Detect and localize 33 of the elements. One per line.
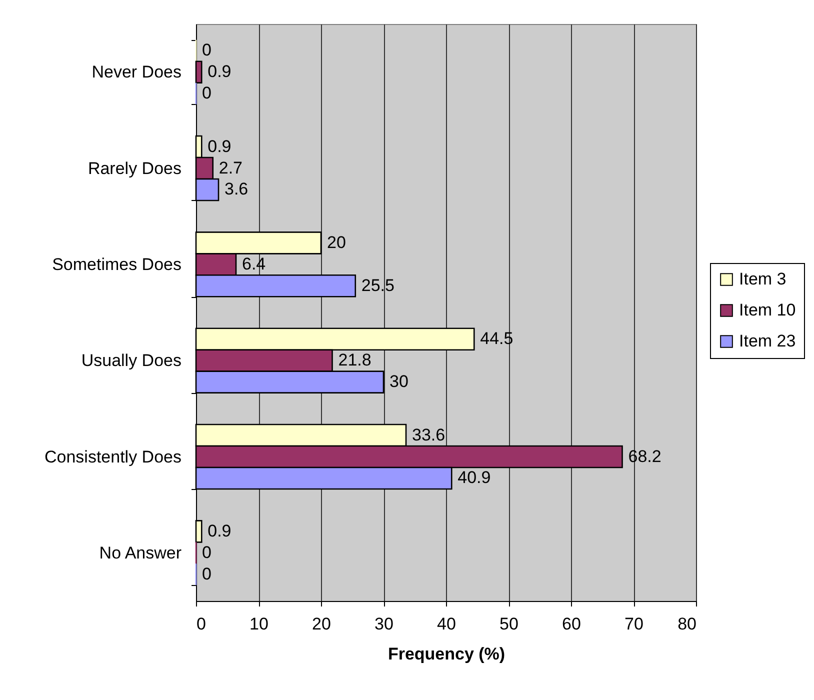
legend-label: Item 10 bbox=[739, 300, 796, 320]
y-tick-label: Never Does bbox=[92, 62, 182, 82]
x-tick-label: 50 bbox=[500, 614, 518, 634]
data-label: 2.7 bbox=[218, 158, 243, 178]
data-label: 20 bbox=[327, 232, 346, 252]
data-label: 30 bbox=[390, 372, 408, 392]
x-axis-title: Frequency (%) bbox=[388, 644, 506, 664]
data-label: 0.9 bbox=[208, 136, 232, 156]
data-label: 0.9 bbox=[208, 62, 232, 82]
data-label: 3.6 bbox=[224, 180, 248, 199]
y-tick-label: No Answer bbox=[99, 543, 182, 562]
y-tick-label: Usually Does bbox=[81, 351, 182, 370]
y-tick-label: Consistently Does bbox=[44, 447, 182, 466]
x-tick-label: 20 bbox=[312, 614, 331, 634]
data-label: 0 bbox=[202, 40, 212, 60]
y-tick-label: Rarely Does bbox=[88, 158, 182, 178]
data-label: 0 bbox=[202, 84, 212, 103]
data-label: 33.6 bbox=[412, 425, 446, 444]
data-label: 0.9 bbox=[208, 521, 232, 540]
legend-label: Item 23 bbox=[739, 332, 796, 350]
x-tick-label: 60 bbox=[562, 614, 581, 634]
data-label: 0 bbox=[202, 564, 212, 584]
x-tick-label: 40 bbox=[437, 614, 456, 634]
x-tick-label: 80 bbox=[678, 614, 696, 634]
y-tick-label: Sometimes Does bbox=[52, 254, 182, 274]
legend-label: Item 3 bbox=[739, 270, 786, 288]
data-label: 0 bbox=[202, 542, 212, 562]
data-label: 21.8 bbox=[338, 350, 372, 370]
x-tick-label: 0 bbox=[196, 614, 206, 634]
x-tick-label: 70 bbox=[624, 614, 644, 634]
x-tick-label: 30 bbox=[374, 614, 394, 634]
x-tick-label: 10 bbox=[250, 614, 268, 634]
data-label: 40.9 bbox=[458, 468, 491, 488]
